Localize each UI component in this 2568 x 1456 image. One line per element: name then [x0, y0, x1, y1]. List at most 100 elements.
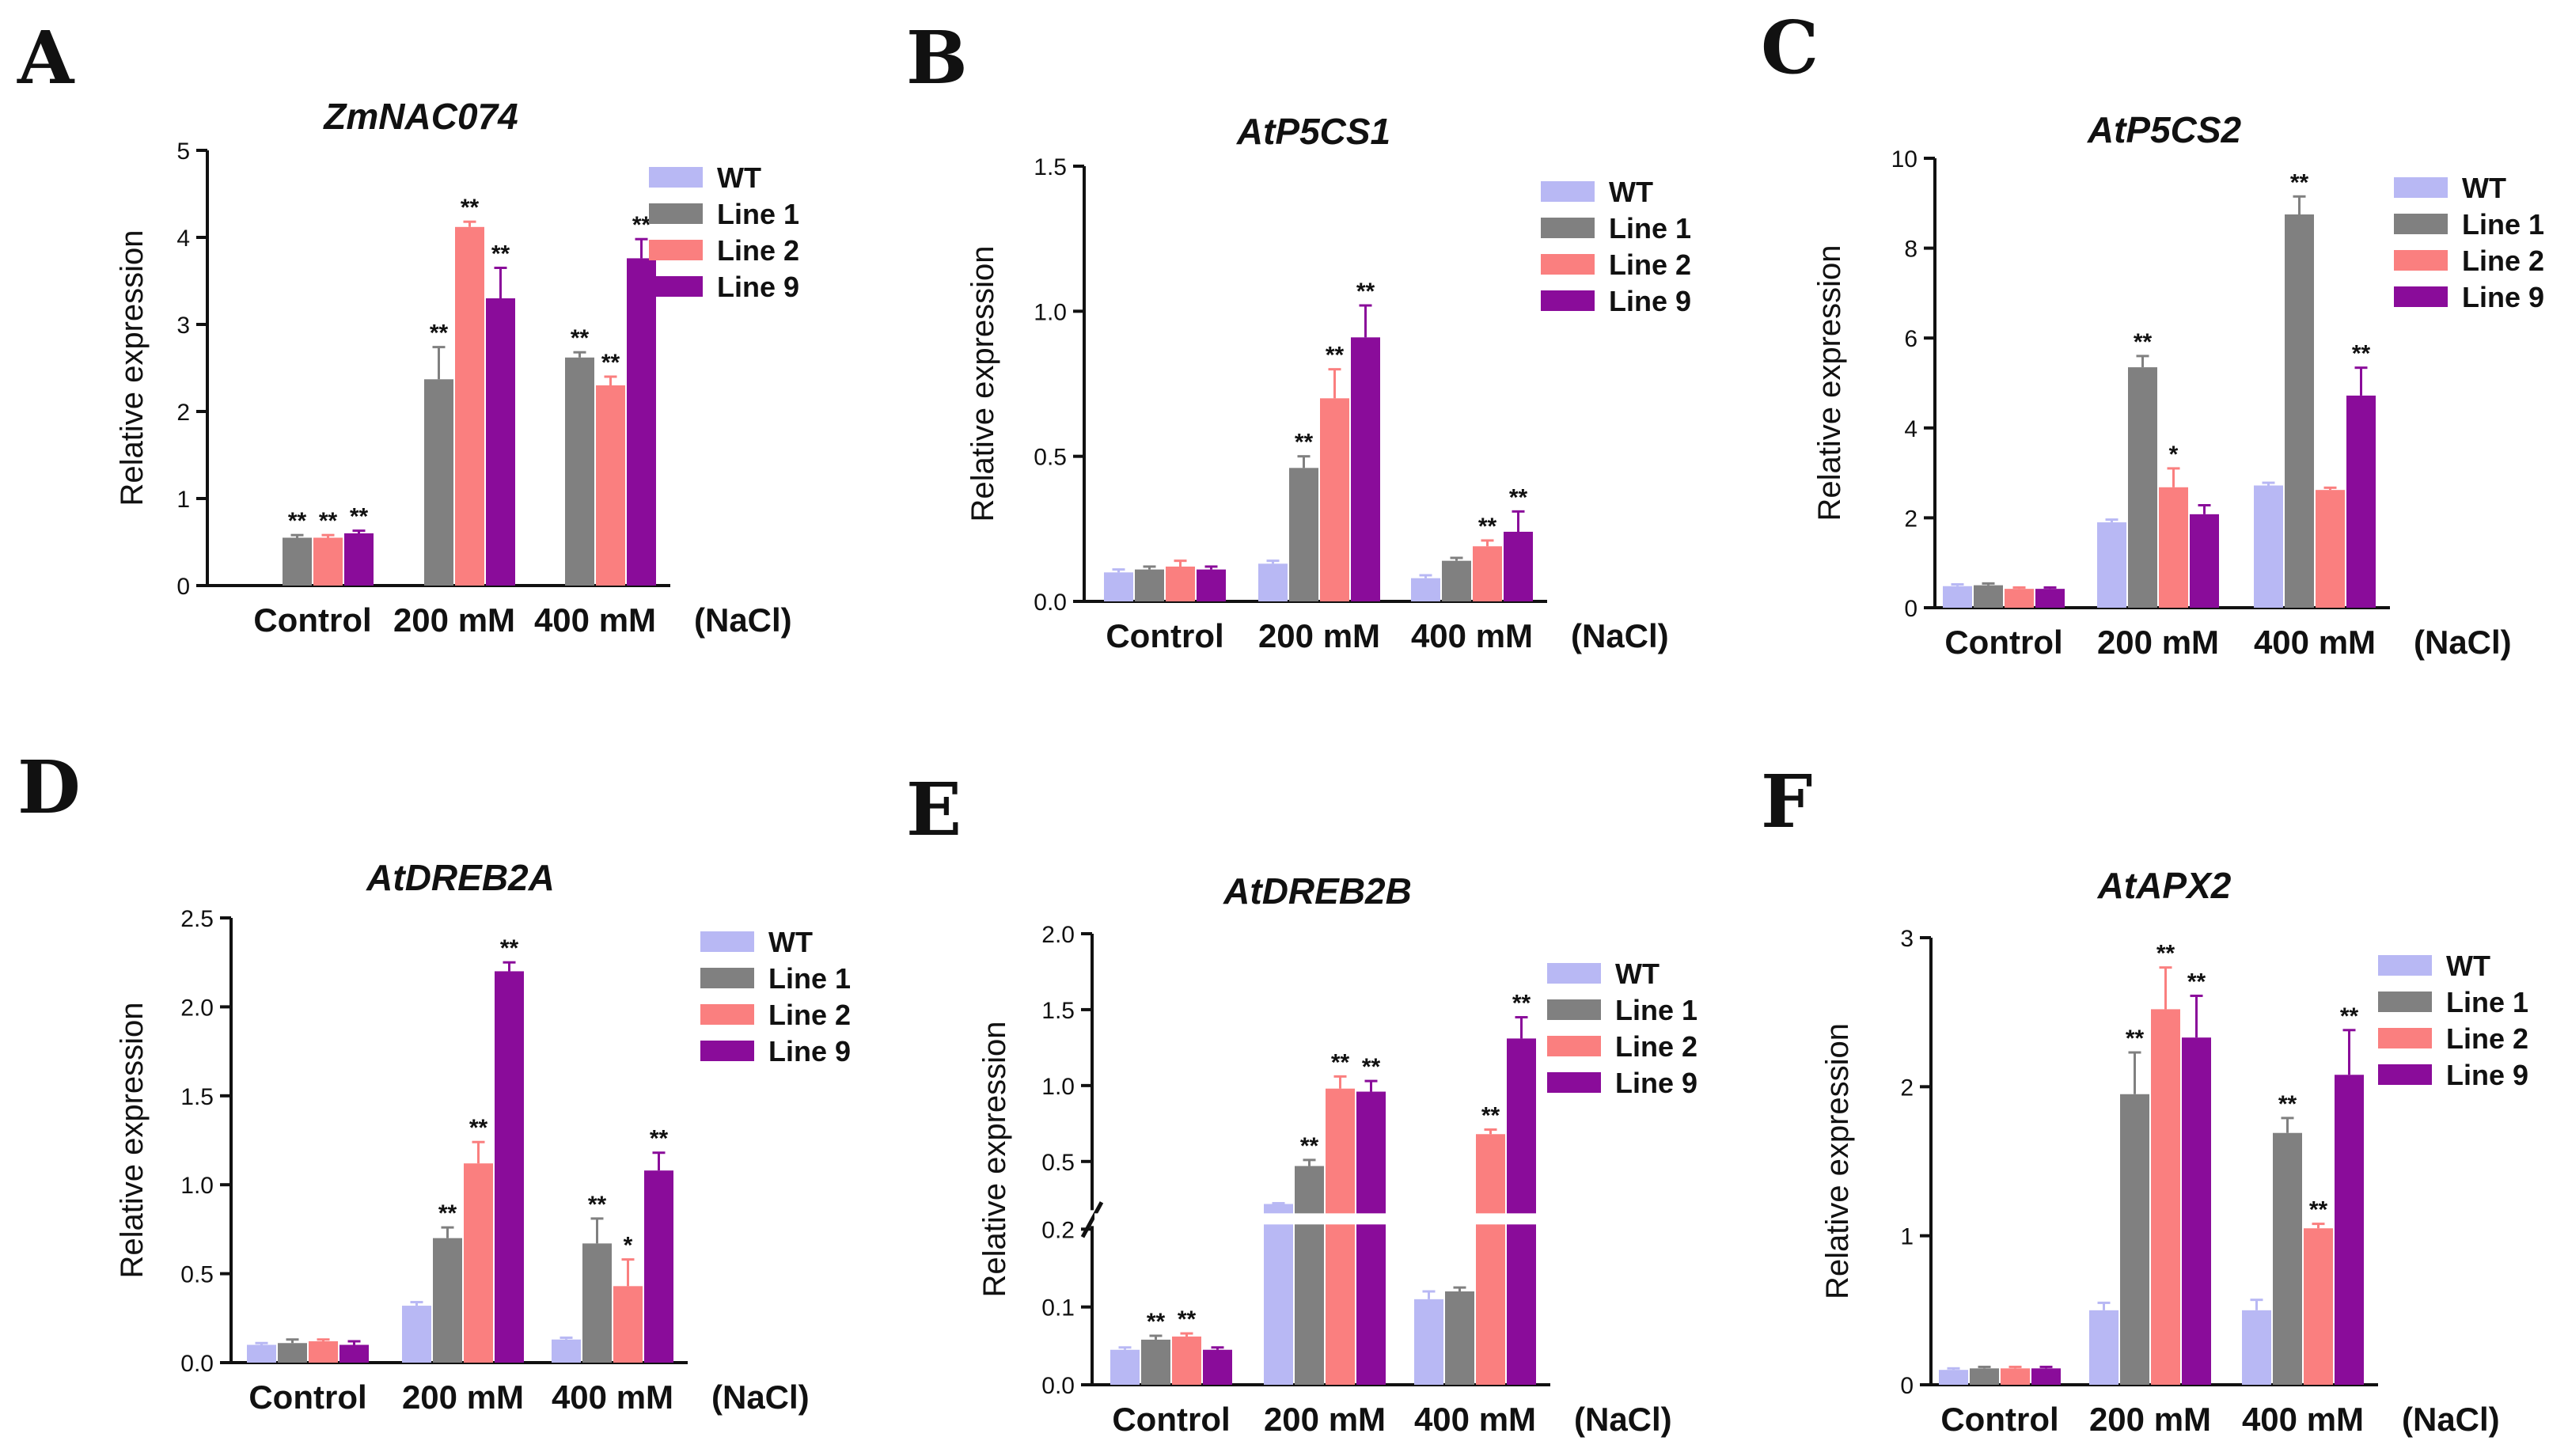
- legend-swatch: [649, 240, 703, 260]
- bar-wt-1: [1264, 1204, 1293, 1385]
- significance-label: **: [2352, 341, 2371, 367]
- significance-label: **: [1512, 991, 1531, 1017]
- legend-swatch: [2394, 214, 2448, 234]
- legend-swatch: [2378, 992, 2432, 1012]
- legend-swatch: [2378, 1028, 2432, 1048]
- y-tick-label: 2.5: [180, 906, 214, 932]
- legend-label: Line 9: [2446, 1059, 2528, 1091]
- bar-line2-2: [613, 1286, 643, 1363]
- legend-label: Line 2: [1609, 248, 1691, 281]
- y-tick-label: 3: [176, 313, 190, 339]
- bar-line9-1: [1356, 1091, 1386, 1385]
- legend-label: Line 2: [768, 999, 851, 1031]
- bar-wt-0: [1104, 572, 1133, 601]
- significance-label: **: [288, 508, 307, 534]
- bar-wt-2: [2254, 485, 2283, 608]
- chart-title: AtDREB2A: [366, 857, 555, 898]
- legend-swatch: [2394, 286, 2448, 307]
- bar-wt-0: [1939, 1370, 1968, 1385]
- bar-wt-2: [2242, 1310, 2271, 1385]
- bar-line2-2: [2304, 1228, 2333, 1385]
- y-axis-label: Relative expression: [115, 229, 150, 506]
- bar-line9-0: [2031, 1368, 2061, 1385]
- x-category-label: Control: [248, 1378, 366, 1416]
- legend-label: Line 1: [1609, 212, 1691, 245]
- bar-line1-1: [2120, 1094, 2149, 1385]
- legend-label: WT: [768, 926, 813, 958]
- legend-swatch: [649, 203, 703, 224]
- bar-line2-1: [1320, 398, 1349, 601]
- x-category-label: 400 mM: [2254, 624, 2376, 661]
- bar-line2-2: [2316, 490, 2345, 608]
- x-category-label: 400 mM: [534, 601, 656, 639]
- bar-line9-1: [495, 971, 524, 1363]
- bar-line1-1: [1295, 1166, 1324, 1385]
- legend-label: WT: [2446, 950, 2490, 982]
- axis-break-mark: [1080, 1201, 1104, 1238]
- bar-line2-1: [455, 226, 484, 586]
- panel-letter: A: [17, 15, 75, 100]
- significance-label: **: [1326, 343, 1345, 369]
- bar-line2-1: [2159, 487, 2188, 608]
- significance-label: **: [1356, 279, 1375, 305]
- panel-f: F AtAPX2 0 1 2 3 Relative expression ** ** ** ** **…: [1761, 759, 2528, 1438]
- legend-swatch: [700, 931, 754, 952]
- y-tick-label: 1.0: [1041, 1074, 1075, 1100]
- bar-line1-1: [424, 379, 453, 586]
- y-tick-label: 6: [1904, 326, 1917, 352]
- x-category-label: 400 mM: [1411, 617, 1533, 654]
- significance-label: **: [1147, 1309, 1166, 1335]
- bar-wt-2: [1414, 1299, 1443, 1385]
- bar-line9-2: [644, 1170, 673, 1363]
- legend-swatch: [1541, 290, 1595, 311]
- significance-label: **: [1478, 514, 1497, 540]
- bar-line2-0: [1172, 1337, 1201, 1385]
- significance-label: **: [2156, 941, 2175, 967]
- significance-label: **: [588, 1192, 607, 1218]
- bar-line9-0: [1203, 1349, 1232, 1385]
- significance-label: **: [2340, 1003, 2359, 1029]
- bar-line9-2: [1504, 532, 1533, 601]
- bar-line1-2: [565, 357, 594, 586]
- bar-wt-1: [402, 1306, 431, 1363]
- x-unit-label: (NaCl): [1571, 617, 1669, 654]
- bar-wt-1: [1258, 563, 1288, 601]
- bar-wt-1: [2097, 522, 2126, 608]
- bar-wt-1: [2089, 1310, 2119, 1385]
- significance-label: **: [438, 1200, 457, 1227]
- y-tick-label: 2: [176, 400, 190, 426]
- legend-swatch: [649, 167, 703, 188]
- y-tick-label: 0.2: [1041, 1217, 1075, 1243]
- bar-wt-2: [552, 1339, 581, 1363]
- significance-label: **: [1300, 1133, 1319, 1159]
- y-tick-label: 2: [1900, 1075, 1914, 1101]
- y-tick-label: 0: [1904, 596, 1917, 622]
- y-axis-label: Relative expression: [965, 245, 1000, 521]
- legend-label: WT: [1615, 957, 1660, 990]
- bar-line2-2: [1476, 1134, 1505, 1385]
- significance-label: **: [319, 508, 338, 534]
- bar-line1-2: [1445, 1291, 1474, 1385]
- panel-letter: D: [17, 745, 81, 830]
- bar-line1-1: [1289, 468, 1318, 601]
- significance-label: **: [469, 1115, 488, 1141]
- legend-label: Line 1: [2462, 208, 2544, 241]
- y-tick-label: 5: [176, 138, 190, 165]
- significance-label: **: [2278, 1091, 2297, 1117]
- legend-label: Line 1: [1615, 994, 1697, 1026]
- panel-d: D AtDREB2A 0.0 0.5 1.0 1.5 2.0 2.5 Relative expr…: [17, 745, 851, 1416]
- legend-label: Line 9: [768, 1035, 851, 1067]
- y-tick-label: 0: [1900, 1373, 1914, 1399]
- bar-wt-2: [1411, 578, 1440, 601]
- x-category-label: 400 mM: [1414, 1401, 1536, 1438]
- significance-label: **: [500, 935, 519, 961]
- significance-label: **: [2309, 1197, 2328, 1223]
- bar-line1-2: [2285, 214, 2314, 608]
- significance-label: **: [1362, 1054, 1381, 1080]
- legend-label: Line 9: [1609, 285, 1691, 317]
- bar-line1-2: [582, 1243, 612, 1363]
- x-category-label: 200 mM: [2097, 624, 2219, 661]
- bar-line1-0: [1974, 585, 2003, 608]
- y-tick-label: 4: [176, 226, 190, 252]
- chart-title: AtAPX2: [2097, 865, 2232, 906]
